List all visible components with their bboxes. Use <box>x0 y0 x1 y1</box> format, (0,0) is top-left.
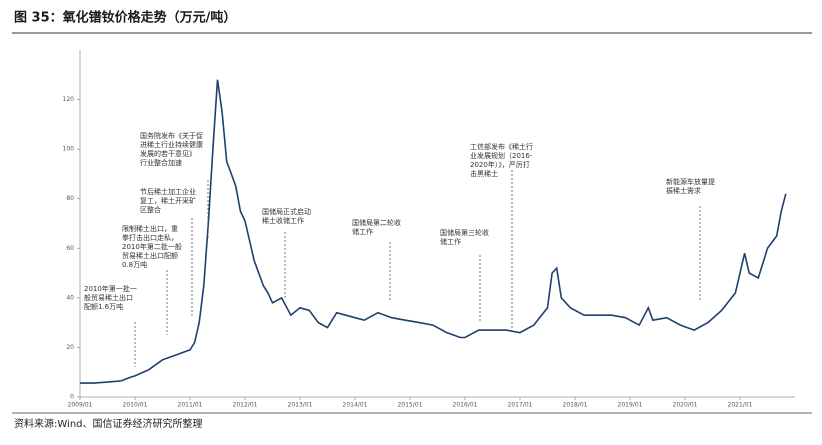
x-tick-label: 2011/01 <box>178 402 203 409</box>
annotation-text: 击黑稀土 <box>470 169 498 178</box>
x-tick-label: 2014/01 <box>343 402 368 409</box>
y-tick-label: 40 <box>66 294 74 301</box>
annotation-text: 限制稀土出口，重 <box>122 224 178 233</box>
annotation-text: 行业整合加速 <box>140 158 182 167</box>
annotation-text: 配额1.6万吨 <box>84 302 123 311</box>
annotation-text: 工信部发布《稀土行 <box>470 142 533 151</box>
x-tick-label: 2009/01 <box>68 402 93 409</box>
annotation-text: 2020年）》，严厉打 <box>470 160 530 169</box>
annotation-text: 进稀土行业持续健康 <box>140 140 203 149</box>
annotation-text: 新能源车放量提 <box>666 177 715 186</box>
source-note: 资料来源:Wind、国信证券经济研究所整理 <box>14 417 203 430</box>
y-tick-label: 60 <box>66 245 74 252</box>
annotation-text: 国储局正式启动 <box>262 207 311 216</box>
x-tick-label: 2010/01 <box>123 402 148 409</box>
annotation-text: 储工作 <box>440 237 461 246</box>
y-tick-label: 0 <box>70 394 74 401</box>
annotation-text: 振稀土需求 <box>666 186 701 195</box>
annotation-text: 2010年第二批一般 <box>122 242 182 251</box>
annotation-text: 2010年第一批一 <box>84 284 137 293</box>
y-tick-label: 20 <box>66 344 74 351</box>
y-tick-label: 120 <box>63 96 75 103</box>
annotation-text: 稀土收储工作 <box>262 216 304 225</box>
annotation-text: 贸易稀土出口配额 <box>122 251 178 260</box>
annotation-text: 国储局第三轮收 <box>440 228 489 237</box>
x-tick-label: 2017/01 <box>508 402 533 409</box>
annotation-text: 业发展规划（2016- <box>470 151 533 160</box>
x-tick-label: 2016/01 <box>453 402 478 409</box>
chart-title: 图 35：氧化镨钕价格走势（万元/吨） <box>14 10 236 26</box>
annotation-text: 节后稀土加工企业 <box>140 187 196 196</box>
annotation-text: 区整合 <box>140 205 161 214</box>
annotation-text: 复工，稀土开采矿 <box>140 196 196 205</box>
x-tick-label: 2012/01 <box>233 402 258 409</box>
annotation-text: 拳打击出口走私， <box>122 233 178 242</box>
annotation-text: 储工作 <box>352 227 373 236</box>
y-tick-label: 80 <box>66 195 74 202</box>
annotation-text: 国务院发布《关于促 <box>140 131 203 140</box>
x-tick-label: 2020/01 <box>673 402 698 409</box>
y-tick-label: 100 <box>63 146 75 153</box>
annotation-text: 国储局第二轮收 <box>352 218 401 227</box>
x-tick-label: 2013/01 <box>288 402 313 409</box>
x-tick-label: 2019/01 <box>618 402 643 409</box>
price-line <box>80 79 787 384</box>
x-tick-label: 2018/01 <box>563 402 588 409</box>
x-tick-label: 2021/01 <box>728 402 753 409</box>
annotation-text: 0.8万吨 <box>122 260 147 269</box>
x-tick-label: 2015/01 <box>398 402 423 409</box>
annotation-text: 般贸易稀土出口 <box>84 293 133 302</box>
annotation-text: 发展的若干意见》 <box>140 149 196 158</box>
